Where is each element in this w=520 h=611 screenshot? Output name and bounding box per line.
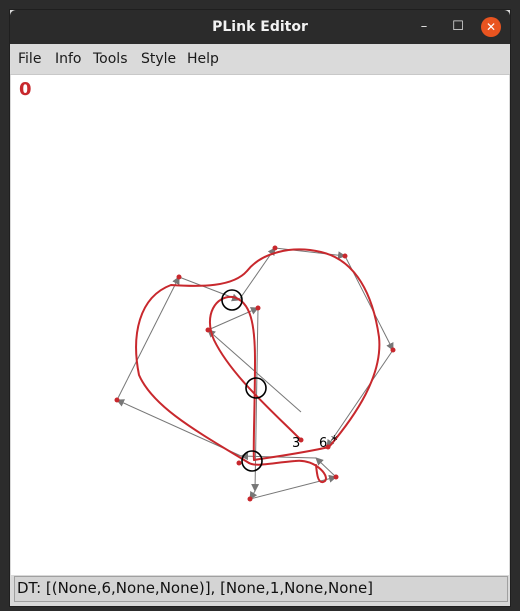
maximize-icon[interactable]: ☐ <box>452 19 464 34</box>
menu-bar: File Info Tools Style Help <box>10 44 510 75</box>
vertex-dot[interactable] <box>236 460 242 466</box>
component-counter: 0 <box>19 79 32 100</box>
minimize-icon[interactable]: – <box>420 19 428 34</box>
polygon-edge[interactable] <box>238 247 276 301</box>
plink-editor-window: PLink Editor – ☐ ✕ File Info Tools Style… <box>10 10 510 606</box>
polygon-edge[interactable] <box>116 276 180 401</box>
polygon-edge[interactable] <box>274 247 346 260</box>
link-diagram[interactable]: 3 6 * <box>11 75 509 575</box>
polygon-edge[interactable] <box>315 457 337 478</box>
vertex-dot[interactable] <box>333 474 339 480</box>
vertices <box>114 245 396 502</box>
menu-info[interactable]: Info <box>55 51 82 67</box>
crossing-label-6: 6 <box>319 436 327 451</box>
vertex-dot[interactable] <box>272 245 278 251</box>
polygon-edge[interactable] <box>326 349 394 448</box>
window-title: PLink Editor <box>212 19 308 35</box>
crossing-circle[interactable] <box>241 450 263 472</box>
crossings <box>221 289 267 472</box>
title-bar[interactable]: PLink Editor – ☐ ✕ <box>10 10 510 44</box>
vertex-dot[interactable] <box>176 274 182 280</box>
start-marker: * <box>331 434 338 449</box>
vertex-dot[interactable] <box>342 253 348 259</box>
dt-code-status: DT: [(None,6,None,None)], [None,1,None,N… <box>14 576 508 602</box>
crossing-label-3: 3 <box>292 436 300 451</box>
curve-strand[interactable] <box>209 295 302 461</box>
vertex-dot[interactable] <box>247 496 253 502</box>
crossing-circle[interactable] <box>221 289 243 311</box>
close-icon[interactable]: ✕ <box>481 17 501 37</box>
drawing-canvas[interactable]: 0 <box>11 75 509 575</box>
vertex-dot[interactable] <box>390 347 396 353</box>
knot-curve[interactable] <box>135 248 381 484</box>
curve-strand[interactable] <box>248 459 327 484</box>
crossing-circle[interactable] <box>245 377 267 399</box>
vertex-dot[interactable] <box>325 444 331 450</box>
vertex-dot[interactable] <box>205 327 211 333</box>
curve-strand[interactable] <box>135 248 381 464</box>
vertex-dot[interactable] <box>298 437 304 443</box>
menu-style[interactable]: Style <box>141 51 177 67</box>
menu-help[interactable]: Help <box>187 51 219 67</box>
vertex-dot[interactable] <box>255 305 261 311</box>
polygon-edge[interactable] <box>249 474 337 500</box>
menu-file[interactable]: File <box>18 51 42 67</box>
menu-tools[interactable]: Tools <box>93 51 128 67</box>
vertex-dot[interactable] <box>114 397 120 403</box>
